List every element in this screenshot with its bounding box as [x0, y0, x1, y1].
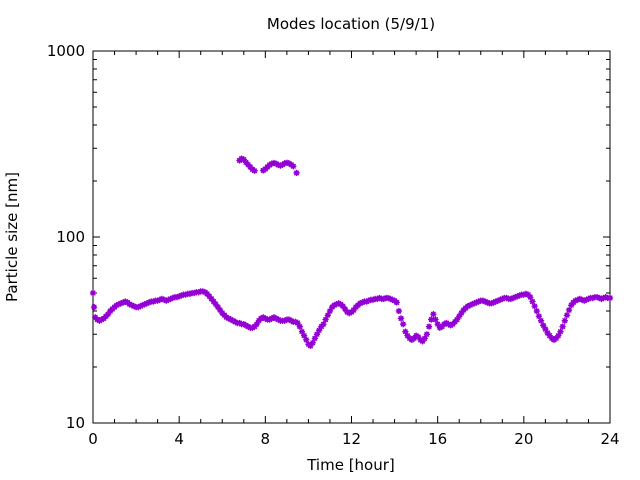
x-tick-label: 8: [261, 430, 271, 448]
y-tick-label: 1000: [47, 42, 85, 60]
tick-labels: 0 4 8 12 16 20 24 10 100 1000: [47, 42, 620, 448]
data-points: [89, 155, 614, 350]
y-tick-label: 100: [56, 228, 85, 246]
axes: [92, 50, 611, 424]
series-accumulation-mode-points: [236, 155, 300, 177]
x-axis-label: Time [hour]: [306, 456, 395, 474]
x-tick-label: 0: [88, 430, 98, 448]
series-main-mode-points: [89, 288, 614, 350]
tick-marks: [92, 50, 611, 424]
x-tick-label: 16: [428, 430, 447, 448]
y-tick-label: 10: [66, 414, 85, 432]
chart-title: Modes location (5/9/1): [267, 15, 435, 33]
axis-ticks: [92, 50, 611, 424]
x-tick-label: 24: [600, 430, 619, 448]
x-tick-label: 20: [514, 430, 533, 448]
x-tick-label: 4: [174, 430, 184, 448]
plot-border: [92, 50, 611, 424]
x-tick-label: 12: [342, 430, 361, 448]
y-axis-label: Particle size [nm]: [3, 172, 21, 302]
